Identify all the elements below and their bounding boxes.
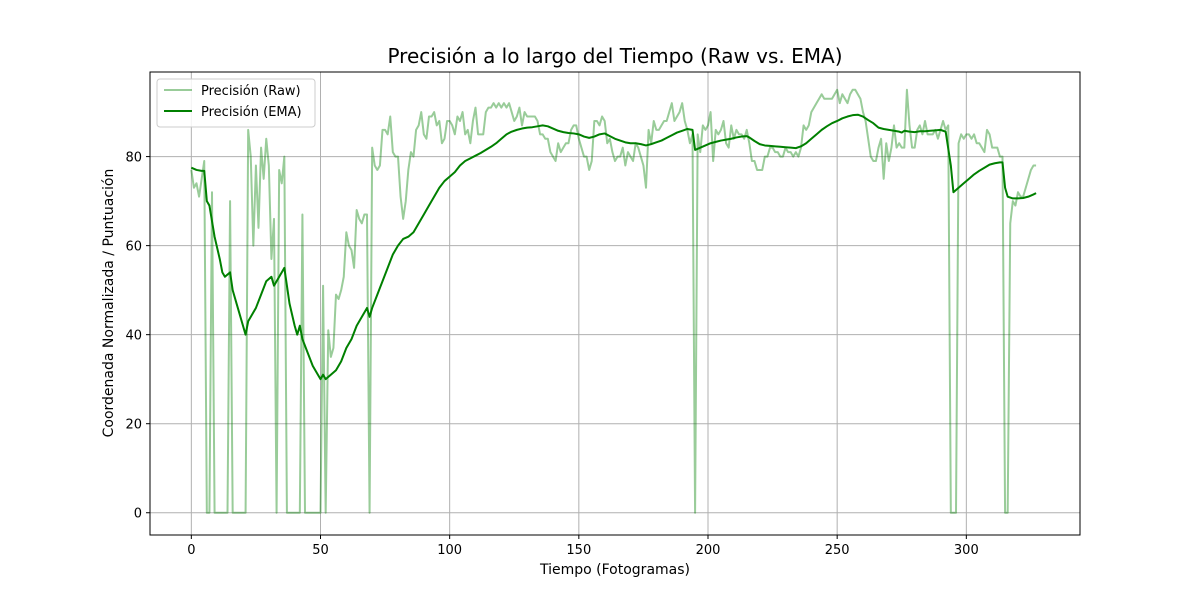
y-tick-label: 60 <box>125 240 142 255</box>
plot-area-frame <box>149 71 1081 536</box>
y-tick-label: 20 <box>125 418 142 433</box>
series-line-ema <box>190 113 1037 381</box>
x-tick-label: 100 <box>437 543 462 558</box>
series-lines <box>190 88 1037 514</box>
x-axis-label: Tiempo (Fotogramas) <box>539 562 690 578</box>
x-tick-label: 0 <box>187 543 195 558</box>
chart-title: Precisión a lo largo del Tiempo (Raw vs.… <box>387 44 842 68</box>
y-tick-label: 80 <box>125 151 142 166</box>
x-tick-label: 300 <box>954 543 979 558</box>
x-tick-label: 250 <box>825 543 850 558</box>
x-tick-label: 50 <box>312 543 329 558</box>
x-tick-label: 200 <box>696 543 721 558</box>
legend: Precisión (Raw) Precisión (EMA) <box>156 78 316 128</box>
x-tick-label: 150 <box>566 543 591 558</box>
x-axis-ticks: 0 50 100 150 200 250 300 <box>187 535 979 558</box>
legend-label-ema: Precisión (EMA) <box>201 105 302 120</box>
y-tick-label: 0 <box>134 507 142 522</box>
series-line-raw <box>190 88 1037 514</box>
y-tick-label: 40 <box>125 329 142 344</box>
grid-lines <box>150 72 1080 535</box>
legend-label-raw: Precisión (Raw) <box>201 84 301 99</box>
legend-box <box>156 78 316 128</box>
y-axis-ticks: 0 20 40 60 80 <box>125 151 150 522</box>
y-axis-label: Coordenada Normalizada / Puntuación <box>101 169 117 438</box>
